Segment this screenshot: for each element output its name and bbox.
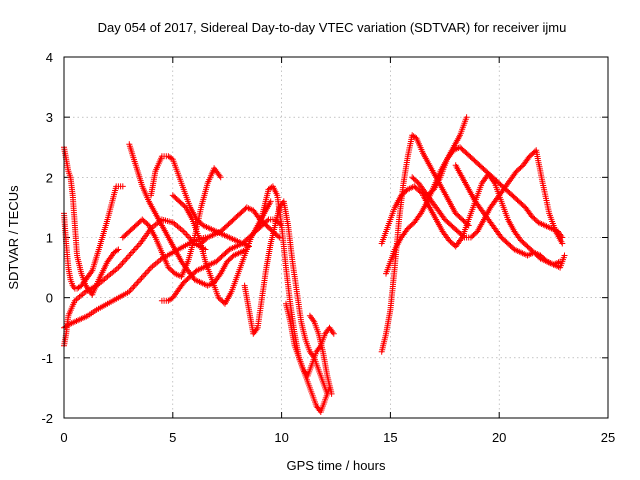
x-tick-label: 25 <box>601 430 615 445</box>
y-tick-label: 2 <box>46 170 53 185</box>
chart-title: Day 054 of 2017, Sidereal Day-to-day VTE… <box>98 20 567 35</box>
series-track-14 <box>306 312 335 397</box>
y-tick-label: 1 <box>46 231 53 246</box>
data-point-markers <box>241 198 331 397</box>
x-tick-label: 0 <box>60 430 67 445</box>
grid <box>64 57 608 418</box>
data-point-markers <box>126 141 250 289</box>
series-track-16 <box>378 114 470 247</box>
series-track-20 <box>452 162 564 268</box>
x-tick-label: 5 <box>169 430 176 445</box>
data-point-markers <box>306 312 335 397</box>
y-tick-label: -1 <box>41 351 53 366</box>
x-tick-label: 15 <box>383 430 397 445</box>
series-track-18 <box>409 147 566 247</box>
x-tick-labels: 0 5 10 15 20 25 <box>60 430 615 445</box>
y-axis-label: SDTVAR / TECUs <box>6 185 21 290</box>
data-point-markers <box>198 204 283 247</box>
y-tick-labels: -2 -1 0 1 2 3 4 <box>41 50 53 426</box>
series-track-5 <box>126 141 250 289</box>
y-tick-label: -2 <box>41 411 53 426</box>
data-point-markers <box>409 147 566 247</box>
x-axis-label: GPS time / hours <box>287 458 386 473</box>
series-track-9 <box>169 192 274 307</box>
y-tick-label: 3 <box>46 110 53 125</box>
data-point-markers <box>169 192 274 307</box>
series-track-11 <box>241 198 331 397</box>
y-tick-label: 4 <box>46 50 53 65</box>
series-track-10 <box>198 204 283 247</box>
data-points <box>61 114 568 415</box>
data-point-markers <box>378 114 470 247</box>
x-tick-label: 20 <box>492 430 506 445</box>
data-point-markers <box>452 162 564 268</box>
x-tick-label: 10 <box>274 430 288 445</box>
plot-frame <box>63 56 609 419</box>
y-tick-label: 0 <box>46 291 53 306</box>
